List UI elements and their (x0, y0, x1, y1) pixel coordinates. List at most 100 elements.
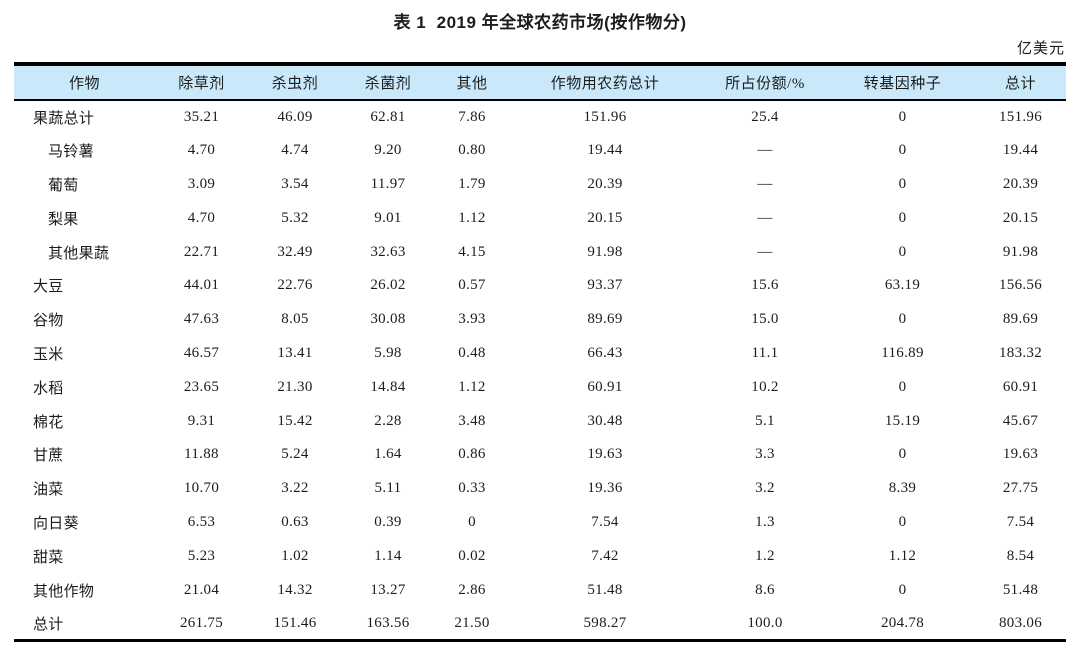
value-cell: 4.15 (458, 243, 486, 260)
table-row: 其他作物 21.04 14.32 13.27 2.86 51.48 8.6 0 51.48 (14, 573, 1066, 607)
crop-name-cell: 甜菜 (33, 549, 64, 566)
value-cell: 19.63 (587, 446, 623, 463)
table-row: 果蔬总计 35.21 46.09 62.81 7.86 151.96 25.4 0 151.96 (14, 100, 1066, 134)
value-cell: 1.02 (281, 547, 309, 564)
value-cell: 1.3 (755, 513, 775, 530)
value-cell: 63.19 (884, 277, 921, 294)
value-cell: 0 (898, 142, 907, 159)
unit-label: 亿美元 (1016, 41, 1065, 57)
value-cell: 27.75 (1002, 480, 1039, 497)
value-cell: 1.12 (888, 547, 917, 564)
table-row: 甜菜 5.23 1.02 1.14 0.02 7.42 1.2 1.12 8.54 (14, 539, 1066, 573)
crop-name-cell: 水稻 (33, 380, 64, 397)
value-cell: 89.69 (587, 311, 623, 328)
value-cell: 35.21 (183, 108, 220, 125)
value-cell: 51.48 (587, 581, 623, 598)
table-row: 总计 261.75 151.46 163.56 21.50 598.27 100.0 204.… (14, 607, 1066, 641)
crop-name-cell: 大豆 (33, 279, 64, 296)
pesticide-market-table: 作物 除草剂 杀虫剂 杀菌剂 其他 作物用农药总计 所占份额/% 转基因种子 总… (14, 62, 1066, 643)
crop-name-cell: 马铃薯 (48, 144, 94, 161)
value-cell: 91.98 (1002, 243, 1039, 260)
value-cell: 8.39 (888, 480, 917, 497)
value-cell: 32.49 (277, 243, 313, 260)
value-cell: 15.42 (277, 412, 313, 429)
crop-name-cell: 棉花 (33, 414, 64, 431)
crop-name-cell: 油菜 (33, 482, 64, 499)
value-cell: 19.44 (1002, 142, 1039, 159)
value-cell: 14.84 (370, 378, 406, 395)
value-cell: 100.0 (747, 614, 783, 631)
value-cell: 46.57 (183, 344, 220, 361)
value-cell: 116.89 (881, 344, 924, 361)
value-cell: 46.09 (277, 108, 313, 125)
value-cell: 0 (898, 209, 907, 226)
value-cell: 19.44 (587, 142, 623, 159)
table-row: 棉花 9.31 15.42 2.28 3.48 30.48 5.1 15.19 45.67 (14, 404, 1066, 438)
value-cell: 0 (898, 513, 907, 530)
value-cell: 60.91 (1002, 378, 1039, 395)
value-cell: 22.76 (277, 277, 313, 294)
table-row: 玉米 46.57 13.41 5.98 0.48 66.43 11.1 116.89 183.3… (14, 337, 1066, 371)
table-row: 其他果蔬 22.71 32.49 32.63 4.15 91.98 — 0 91.98 (14, 235, 1066, 269)
value-cell: 13.41 (277, 344, 313, 361)
header-fungicide: 杀菌剂 (342, 63, 434, 101)
value-cell: 2.86 (458, 581, 486, 598)
value-cell: 20.15 (1002, 209, 1039, 226)
value-cell: 1.2 (755, 547, 775, 564)
value-cell: 803.06 (998, 614, 1043, 631)
value-cell: 204.78 (880, 614, 925, 631)
value-cell: 20.15 (587, 209, 623, 226)
value-cell: 3.22 (281, 480, 309, 497)
value-cell: 0 (898, 243, 907, 260)
value-cell: 62.81 (370, 108, 406, 125)
value-cell: 3.3 (755, 446, 775, 463)
value-cell: 15.6 (751, 277, 779, 294)
table-row: 大豆 44.01 22.76 26.02 0.57 93.37 15.6 63.19 156.5… (14, 269, 1066, 303)
header-share-percent: 所占份额/% (700, 63, 830, 101)
header-crop-pesticide-total: 作物用农药总计 (510, 63, 700, 101)
value-cell: 5.23 (187, 547, 216, 564)
value-cell: 11.1 (751, 344, 779, 361)
value-cell: 5.32 (281, 209, 309, 226)
table-row: 梨果 4.70 5.32 9.01 1.12 20.15 — 0 20.15 (14, 201, 1066, 235)
value-cell: 1.14 (374, 547, 402, 564)
value-cell: 8.54 (1006, 547, 1035, 564)
value-cell: 21.30 (277, 378, 313, 395)
value-cell: 4.70 (187, 209, 216, 226)
header-insecticide: 杀虫剂 (248, 63, 342, 101)
value-cell: 151.96 (583, 108, 627, 125)
table-row: 水稻 23.65 21.30 14.84 1.12 60.91 10.2 0 60.91 (14, 370, 1066, 404)
value-cell: 598.27 (583, 614, 627, 631)
header-herbicide: 除草剂 (155, 63, 248, 101)
value-cell: 19.63 (1002, 446, 1039, 463)
value-cell: 7.86 (458, 108, 486, 125)
value-cell: 183.32 (998, 344, 1043, 361)
value-cell: — (757, 209, 773, 226)
value-cell: 15.19 (884, 412, 921, 429)
value-cell: 45.67 (1002, 412, 1039, 429)
value-cell: 93.37 (587, 277, 623, 294)
value-cell: 10.2 (751, 378, 779, 395)
value-cell: 47.63 (183, 311, 220, 328)
table-row: 甘蔗 11.88 5.24 1.64 0.86 19.63 3.3 0 19.63 (14, 438, 1066, 472)
value-cell: 26.02 (370, 277, 406, 294)
value-cell: 3.2 (755, 480, 775, 497)
value-cell: 91.98 (587, 243, 623, 260)
crop-name-cell: 葡萄 (48, 177, 79, 194)
value-cell: 9.31 (187, 412, 216, 429)
header-crop: 作物 (14, 63, 155, 101)
value-cell: 60.91 (587, 378, 623, 395)
value-cell: 13.27 (370, 581, 406, 598)
value-cell: 19.36 (587, 480, 623, 497)
value-cell: 0.33 (458, 480, 486, 497)
value-cell: 0.48 (458, 344, 486, 361)
value-cell: 30.08 (370, 311, 406, 328)
header-grand-total: 总计 (975, 63, 1066, 101)
value-cell: 6.53 (187, 513, 216, 530)
value-cell: 0 (898, 378, 907, 395)
table-row: 谷物 47.63 8.05 30.08 3.93 89.69 15.0 0 89.69 (14, 303, 1066, 337)
value-cell: 9.20 (374, 142, 402, 159)
value-cell: 25.4 (751, 108, 779, 125)
value-cell: 1.79 (458, 175, 486, 192)
